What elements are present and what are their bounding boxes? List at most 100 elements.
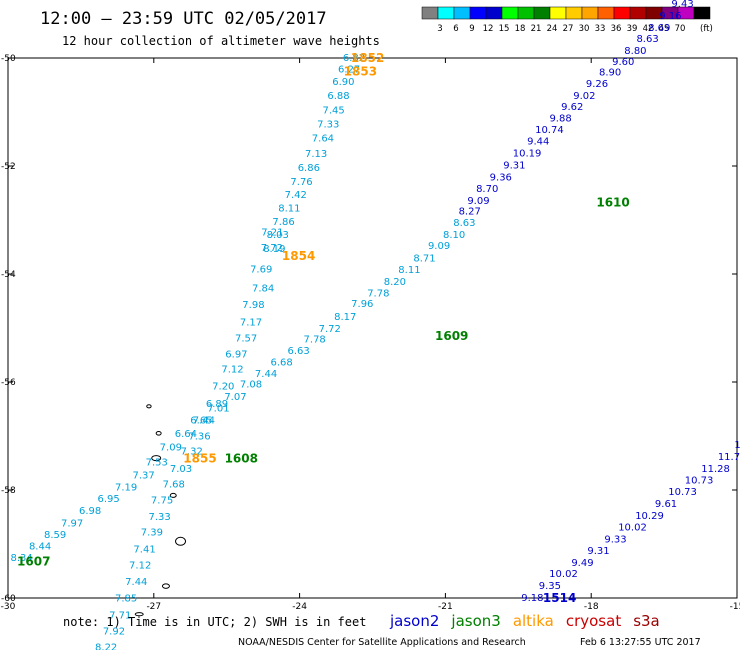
swh-value: 6.65	[190, 415, 212, 426]
swh-value: 7.12	[221, 365, 243, 376]
colorbar-label: 42	[643, 24, 654, 34]
swh-value: 6.90	[332, 77, 354, 88]
colorbar-swatch	[693, 6, 711, 20]
swh-value: 7.07	[224, 392, 246, 403]
colorbar-swatch	[565, 6, 583, 20]
swh-value: 7.37	[132, 470, 154, 481]
colorbar-label: 33	[595, 24, 606, 34]
swh-value: 6.64	[175, 429, 197, 440]
swh-value: 7.53	[146, 457, 168, 468]
colorbar-swatch	[437, 6, 455, 20]
swh-value: 8.11	[278, 204, 300, 215]
y-tick-label: -58	[1, 486, 16, 496]
colorbar-label: 45	[659, 24, 670, 34]
mission-legend: jason2 jason3 altika cryosat s3a	[389, 612, 660, 630]
swh-value: 9.02	[573, 91, 595, 102]
swh-value: 9.43	[671, 0, 693, 10]
x-tick-label: -15	[730, 602, 740, 612]
swh-value: 7.45	[322, 105, 344, 116]
swh-value: 9.31	[587, 546, 609, 557]
pass-time-label: 1607	[17, 554, 50, 568]
swh-value: 8.63	[636, 34, 658, 45]
swh-value: 7.96	[351, 299, 373, 310]
pass-time-label: 1610	[596, 196, 629, 210]
pass-time-label: 1853	[344, 65, 377, 79]
swh-value: 8.59	[44, 530, 66, 541]
swh-value: 9.35	[539, 581, 561, 592]
mission-s3a: s3a	[633, 612, 660, 630]
swh-value: 11.74	[718, 452, 740, 463]
swh-value: 11.28	[701, 464, 730, 475]
swh-value: 6.89	[206, 399, 228, 410]
swh-value: 7.36	[188, 432, 210, 443]
colorbar-unit: (ft)	[700, 24, 713, 34]
island-outline	[151, 455, 162, 462]
swh-value: 7.69	[250, 265, 272, 276]
colorbar-label: 30	[579, 24, 590, 34]
mission-cryosat: cryosat	[566, 612, 621, 630]
island-outline	[146, 404, 152, 409]
swh-value: 6.82	[343, 53, 365, 64]
swh-value: 7.09	[160, 442, 182, 453]
swh-value: 9.09	[467, 196, 489, 207]
colorbar-label: 18	[515, 24, 526, 34]
swh-value: 9.36	[490, 172, 512, 183]
x-tick-label: -18	[584, 602, 599, 612]
swh-value: 7.17	[240, 318, 262, 329]
swh-value: 9.18	[521, 593, 543, 604]
swh-value: 7.72	[261, 243, 283, 254]
swh-value: 9.49	[571, 558, 593, 569]
swh-value: 9.88	[549, 113, 571, 124]
swh-value: 8.17	[334, 312, 356, 323]
map-title: 12:00 – 23:59 UTC 02/05/2017	[40, 9, 327, 29]
colorbar-swatch	[485, 6, 503, 20]
swh-value: 7.41	[133, 544, 155, 555]
colorbar-swatch	[613, 6, 631, 20]
swh-value: 7.19	[115, 482, 137, 493]
colorbar-swatch	[581, 6, 599, 20]
swh-value: 6.86	[298, 163, 320, 174]
swh-value: 6.27	[338, 64, 360, 75]
swh-value: 8.63	[453, 218, 475, 229]
swh-value: 7.08	[240, 380, 262, 391]
footer-credit: NOAA/NESDIS Center for Satellite Applica…	[238, 637, 526, 648]
x-tick-label: -21	[438, 602, 453, 612]
x-tick-label: -24	[292, 602, 307, 612]
island-outline	[169, 492, 177, 498]
swh-value: 6.68	[270, 358, 292, 369]
colorbar-swatch	[421, 6, 439, 20]
swh-value: 8.22	[95, 643, 117, 650]
wave-height-colorbar: 3 6 9 12 15 18 21 24 27 30 33 36 39 42 45 70 (ft)	[421, 6, 713, 34]
swh-value: 7.33	[148, 512, 170, 523]
colorbar-label: 27	[563, 24, 574, 34]
colorbar-label: 39	[627, 24, 638, 34]
swh-value: 7.44	[255, 369, 277, 380]
swh-value: 7.78	[304, 334, 326, 345]
swh-value: 10.02	[618, 522, 647, 533]
swh-value: 9.33	[604, 535, 626, 546]
island-outline	[155, 431, 162, 436]
pass-time-label: 1855	[183, 452, 216, 466]
swh-value: 8.10	[443, 230, 465, 241]
swh-value: 7.98	[242, 300, 264, 311]
swh-value: 11.74	[734, 440, 740, 451]
island-outline	[161, 583, 170, 589]
pass-time-label: 1609	[435, 329, 468, 343]
swh-value: 9.09	[428, 241, 450, 252]
colorbar-swatch	[597, 6, 615, 20]
y-tick-label: -50	[1, 54, 16, 64]
colorbar-label: 36	[611, 24, 622, 34]
swh-value: 9.16	[659, 11, 681, 22]
map-subtitle: 12 hour collection of altimeter wave hei…	[62, 34, 380, 48]
x-tick-label: -30	[1, 602, 16, 612]
colorbar-label: 21	[531, 24, 542, 34]
swh-value: 7.42	[285, 190, 307, 201]
swh-value: 9.60	[612, 57, 634, 68]
swh-value: 10.29	[635, 511, 664, 522]
swh-value: 8.19	[263, 244, 285, 255]
map-frame: -30 -27 -24 -21 -18 -15 -50 -52 -54 -56 -58 -60	[1, 54, 740, 612]
swh-value: 8.34	[10, 553, 32, 564]
colorbar-swatch	[517, 6, 535, 20]
